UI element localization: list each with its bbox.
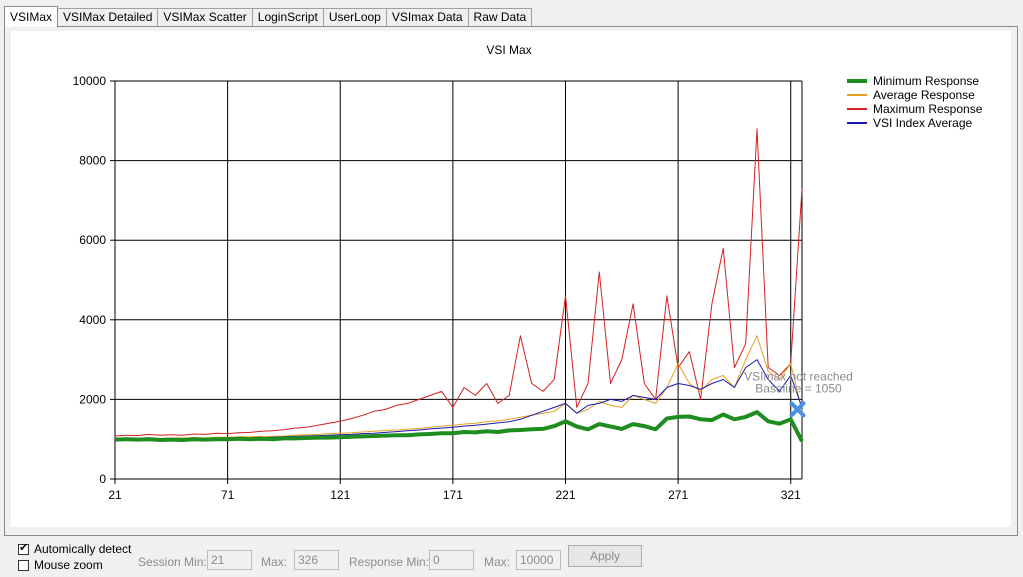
x-axis: 21 71 121 171 221 271 321 xyxy=(108,479,801,502)
y-tick-label: 0 xyxy=(99,472,106,486)
checkbox-box[interactable]: ✔ xyxy=(18,541,29,555)
y-tick-label: 8000 xyxy=(79,154,106,168)
x-tick-label: 121 xyxy=(330,488,350,502)
response-max-input[interactable]: 10000 xyxy=(516,550,561,570)
legend-entry: Average Response xyxy=(873,88,975,102)
x-tick-label: 171 xyxy=(443,488,463,502)
mouse-zoom-checkbox[interactable]: Mouse zoom xyxy=(18,558,103,572)
chart-series xyxy=(114,128,804,443)
x-tick-label: 271 xyxy=(668,488,688,502)
tab-raw-data[interactable]: Raw Data xyxy=(467,8,533,26)
annotation-text: VSImax not reached xyxy=(744,369,853,383)
response-min-input[interactable]: 0 xyxy=(429,550,474,570)
tab-vsimax-detailed[interactable]: VSIMax Detailed xyxy=(57,8,159,26)
x-tick-label: 321 xyxy=(781,488,801,502)
vsimax-marker xyxy=(789,401,806,418)
chart-area: VSI Max 0 2000 4000 6000 8000 10000 21 71 121 17… xyxy=(11,31,1011,527)
tab-vsimax-data[interactable]: VSImax Data xyxy=(385,8,469,26)
vsi-max-chart: VSI Max 0 2000 4000 6000 8000 10000 21 71 121 17… xyxy=(73,43,983,502)
x-tick-label: 21 xyxy=(108,488,122,502)
session-max-input[interactable]: 326 xyxy=(294,550,339,570)
y-tick-label: 4000 xyxy=(79,313,106,327)
y-axis: 0 2000 4000 6000 8000 10000 xyxy=(73,74,115,486)
tab-bar: VSIMax VSIMax Detailed VSIMax Scatter Lo… xyxy=(4,4,533,27)
checkmark-icon: ✔ xyxy=(19,541,29,554)
tab-userloop[interactable]: UserLoop xyxy=(322,8,387,26)
controls-bar: ✔ Automically detect Mouse zoom Session … xyxy=(0,538,1023,577)
series-line-maximum-response xyxy=(114,128,803,437)
tab-vsimax[interactable]: VSIMax xyxy=(4,6,59,27)
x-tick-label: 71 xyxy=(221,488,235,502)
tab-vsimax-scatter[interactable]: VSIMax Scatter xyxy=(157,8,253,26)
apply-button[interactable]: Apply xyxy=(568,545,642,567)
legend-entry: Maximum Response xyxy=(873,102,983,116)
auto-detect-checkbox[interactable]: ✔ Automically detect xyxy=(18,542,131,556)
x-tick-label: 221 xyxy=(555,488,575,502)
y-tick-label: 6000 xyxy=(79,233,106,247)
session-min-input[interactable]: 21 xyxy=(207,550,252,570)
session-min-label: Session Min: xyxy=(138,555,207,569)
series-line-minimum-response xyxy=(114,410,804,443)
auto-detect-label: Automically detect xyxy=(34,542,132,556)
legend-entry: Minimum Response xyxy=(873,74,979,88)
series-line-average-response xyxy=(114,335,803,439)
response-max-label: Max: xyxy=(484,555,511,569)
y-tick-label: 2000 xyxy=(79,392,106,406)
legend-entry: VSI Index Average xyxy=(873,116,973,130)
annotation-text: Baseline = 1050 xyxy=(755,381,842,395)
tab-loginscript[interactable]: LoginScript xyxy=(251,8,324,26)
session-max-label: Max: xyxy=(261,555,288,569)
mouse-zoom-label: Mouse zoom xyxy=(34,558,103,572)
chart-title: VSI Max xyxy=(486,43,531,57)
checkbox-box[interactable] xyxy=(18,559,29,571)
y-tick-label: 10000 xyxy=(73,74,107,88)
response-min-label: Response Min: xyxy=(349,555,430,569)
tab-panel: VSI Max 0 2000 4000 6000 8000 10000 21 71 121 17… xyxy=(4,26,1018,536)
